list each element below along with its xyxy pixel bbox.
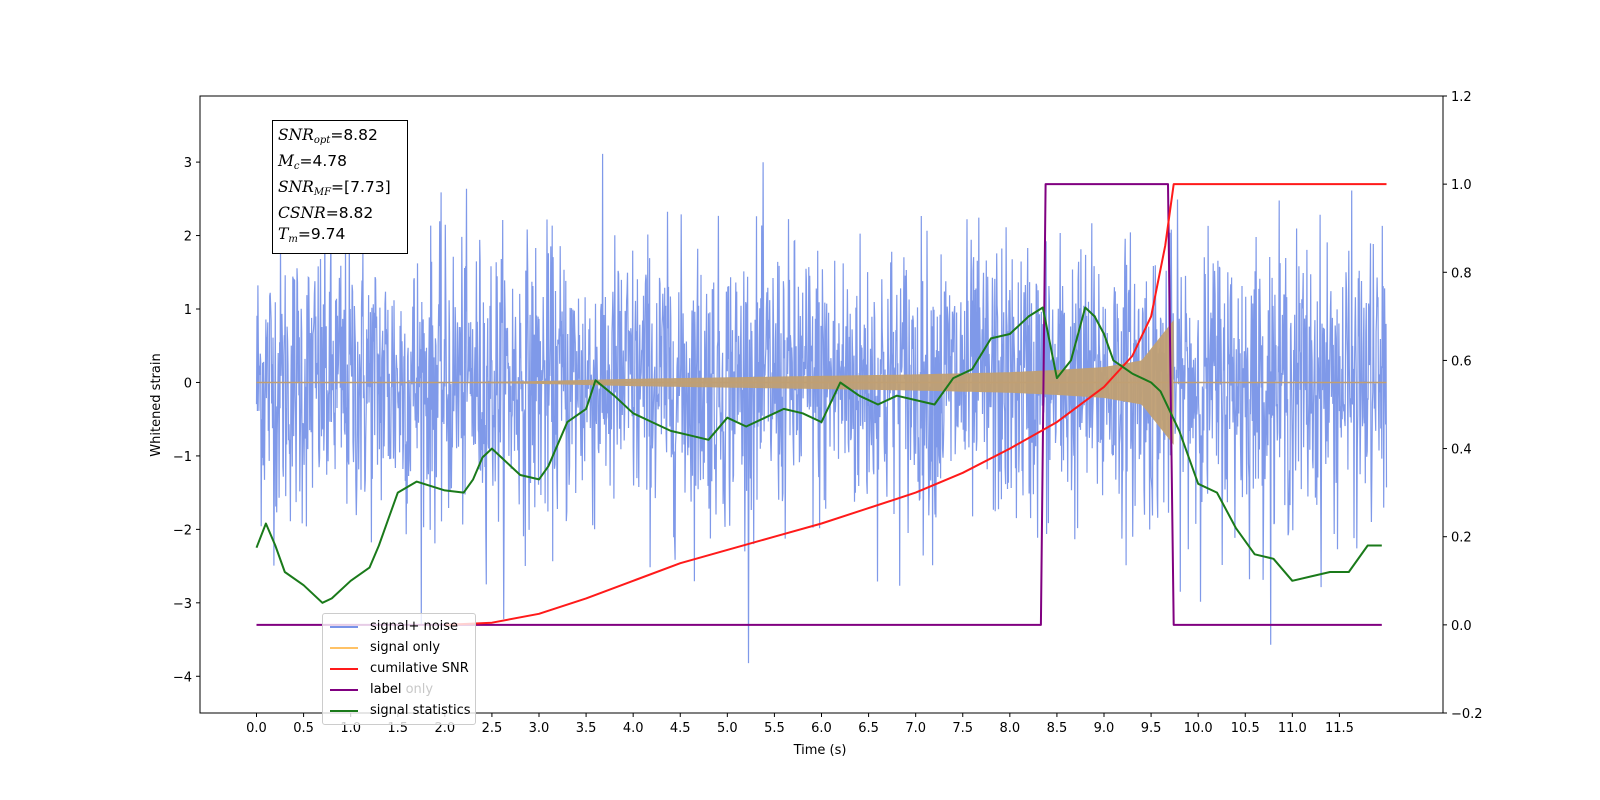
signal-statistics-line (255, 306, 1382, 604)
legend-entry-cumulative-snr: cumilative SNR (330, 658, 469, 679)
line-series-layer (255, 183, 1387, 626)
legend-entry-signal-statistics: signal statistics (330, 700, 471, 721)
y-left-tick-label: 1 (184, 303, 192, 318)
x-tick-label: 5.0 (717, 721, 738, 736)
x-tick-label: 4.5 (670, 721, 691, 736)
x-tick-label: 8.0 (999, 721, 1020, 736)
info-annotation-box: SNRopt=8.82 Mc=4.78 SNRMF=[7.73] CSNR=8.… (272, 120, 408, 254)
y-right-tick-label: 0.8 (1451, 266, 1472, 281)
snr-opt-row: SNRopt=8.82 (278, 126, 378, 146)
legend-label-signal-noise: signal+ noise (370, 619, 459, 634)
x-tick-label: 10.0 (1184, 721, 1213, 736)
legend-entry-signal-only: signal only (330, 637, 440, 658)
x-axis: 0.0 0.5 1.0 1.5 2.0 2.5 3.0 3.5 4.0 4.5 5.0 5.5 6.0 6… (246, 713, 1354, 736)
legend-label-label-text: label (370, 682, 402, 697)
signal-only-series (256, 320, 1387, 445)
y-left-tick-label: 2 (184, 230, 192, 245)
legend-hidden-entry: label only (370, 682, 434, 697)
y-left-tick-label: −4 (173, 670, 192, 685)
y-left-tick-label: 0 (184, 376, 192, 391)
y-left-tick-label: −1 (173, 450, 192, 465)
csnr-value: 8.82 (338, 204, 374, 222)
legend-swatch-label (330, 688, 358, 691)
y-right-tick-label: 1.0 (1451, 178, 1472, 193)
y-right-tick-label: 0.4 (1451, 443, 1472, 458)
csnr-row: CSNR=8.82 (278, 204, 374, 222)
snr-opt-value: 8.82 (343, 126, 378, 144)
y-right-tick-label: −0.2 (1451, 707, 1483, 722)
x-tick-label: 2.5 (482, 721, 503, 736)
legend-label-cumulative-snr: cumilative SNR (370, 661, 469, 676)
y-axis-right: 1.2 1.0 0.8 0.6 0.4 0.2 0.0 −0.2 (1443, 90, 1483, 722)
y-left-tick-label: 3 (184, 156, 192, 171)
y-left-tick-label: −2 (173, 523, 192, 538)
x-tick-label: 0.5 (293, 721, 314, 736)
cumulative-snr-line (444, 183, 1387, 626)
x-tick-label: 7.0 (905, 721, 926, 736)
tm-row: Tm=9.74 (278, 225, 346, 245)
snr-mf-value: [7.73] (344, 178, 391, 196)
x-tick-label: 6.5 (858, 721, 879, 736)
legend-label-label: label only label (370, 682, 433, 697)
y-axis-left: 3 2 1 0 −1 −2 −3 −4 (173, 156, 200, 685)
tm-value: 9.74 (310, 225, 346, 243)
snr-mf-row: SNRMF=[7.73] (278, 178, 391, 198)
x-tick-label: 11.5 (1325, 721, 1354, 736)
y-right-tick-label: 1.2 (1451, 90, 1472, 105)
mc-row: Mc=4.78 (278, 152, 347, 172)
y-right-tick-label: 0.6 (1451, 354, 1472, 369)
legend: signal+ noise signal only cumilative SNR… (322, 613, 476, 725)
legend-swatch-signal-statistics (330, 709, 358, 712)
signal-noise-line (255, 153, 1388, 664)
x-tick-label: 3.5 (576, 721, 597, 736)
x-tick-label: 8.5 (1047, 721, 1068, 736)
y-left-tick-label: −3 (173, 597, 192, 612)
x-tick-label: 6.0 (811, 721, 832, 736)
legend-label-signal-statistics: signal statistics (370, 703, 471, 718)
x-axis-label: Time (s) (793, 743, 847, 758)
legend-swatch-signal-only (330, 646, 358, 649)
x-tick-label: 0.0 (246, 721, 267, 736)
x-tick-label: 9.5 (1141, 721, 1162, 736)
signal-noise-series (255, 153, 1388, 664)
x-tick-label: 4.0 (623, 721, 644, 736)
x-tick-label: 5.5 (764, 721, 785, 736)
x-tick-label: 7.5 (952, 721, 973, 736)
x-tick-label: 10.5 (1231, 721, 1260, 736)
label-line (256, 183, 1382, 626)
x-tick-label: 3.0 (529, 721, 550, 736)
x-tick-label: 9.0 (1094, 721, 1115, 736)
legend-swatch-signal-noise (330, 625, 358, 628)
legend-entry-signal-noise: signal+ noise (330, 616, 458, 637)
y-axis-label: Whitened strain (149, 353, 164, 456)
legend-swatch-cumulative-snr (330, 667, 358, 670)
y-right-tick-label: 0.2 (1451, 531, 1472, 546)
legend-label-signal-only: signal only (370, 640, 441, 655)
x-tick-label: 11.0 (1278, 721, 1307, 736)
mc-value: 4.78 (312, 152, 347, 170)
y-right-tick-label: 0.0 (1451, 619, 1472, 634)
legend-entry-label: label only label (330, 679, 433, 700)
